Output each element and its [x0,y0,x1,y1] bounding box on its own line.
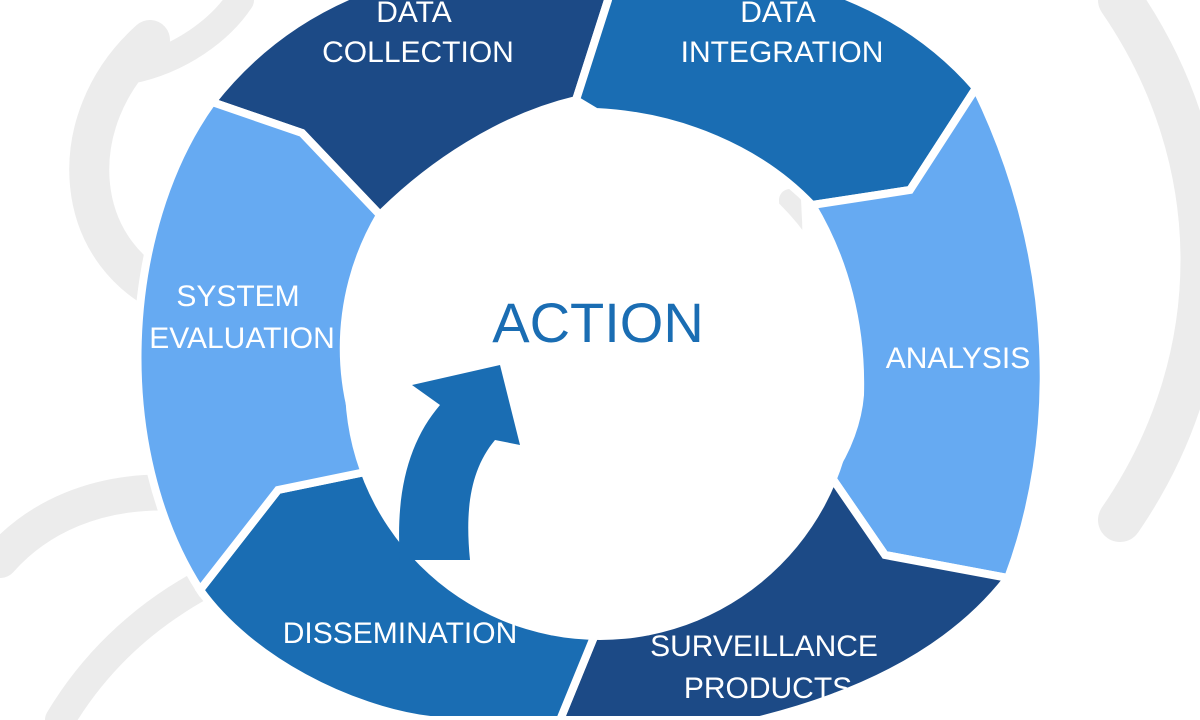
watermark-swirl-top-left [116,0,254,84]
label-system-evaluation-line-2: EVALUATION [149,322,335,355]
center-label: ACTION [492,291,704,354]
label-data-collection-line-2: COLLECTION [322,36,514,69]
label-data-collection-line-1: DATA [376,0,452,29]
label-analysis: ANALYSIS [886,342,1031,375]
center-disc [345,130,855,640]
label-surveillance-products-line-1: SURVEILLANCE [650,630,878,663]
label-system-evaluation-line-1: SYSTEM [176,280,299,313]
label-surveillance-products-line-2: PRODUCTS [684,672,852,705]
cycle-ring [133,0,1048,720]
label-data-integration-line-2: INTEGRATION [681,36,884,69]
segment-system-evaluation [133,97,385,597]
segment-data-collection [205,0,613,221]
label-dissemination: DISSEMINATION [283,617,517,650]
watermark-swirl-right [1098,0,1200,542]
label-data-integration-line-1: DATA [740,0,816,29]
segment-labels: DATA COLLECTION DATA INTEGRATION ANALYSI… [149,0,1030,705]
cycle-arrow-icon [399,365,520,560]
